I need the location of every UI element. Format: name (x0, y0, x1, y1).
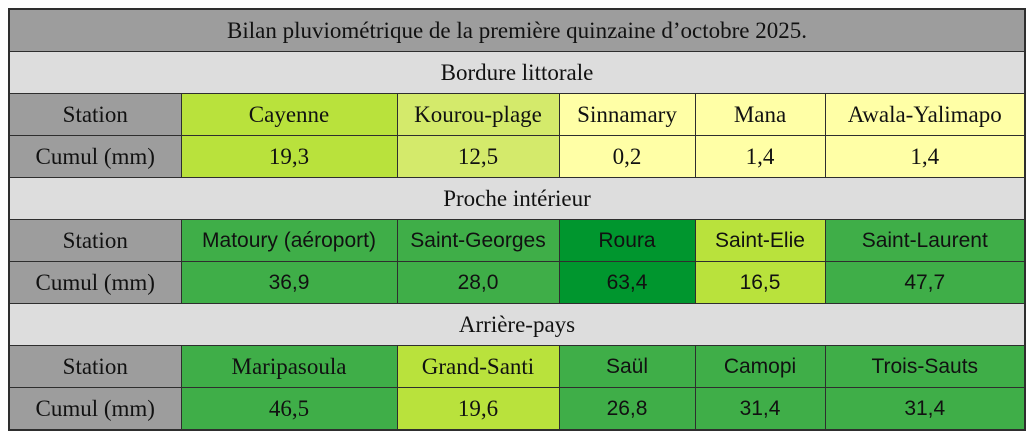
cumul-row: Cumul (mm) 36,9 28,0 63,4 16,5 47,7 (8, 261, 1026, 304)
cumul-value-cell: 31,4 (694, 387, 826, 431)
station-name-cell: Saint-Georges (396, 219, 560, 262)
station-name-cell: Saint-Laurent (824, 219, 1026, 262)
cumul-row: Cumul (mm) 19,3 12,5 0,2 1,4 1,4 (8, 135, 1026, 178)
cumul-value-cell: 36,9 (180, 261, 398, 304)
station-name-cell: Mana (694, 93, 826, 136)
station-name-cell: Saül (558, 345, 696, 388)
station-row: Station Maripasoula Grand-Santi Saül Camopi T… (8, 345, 1026, 388)
station-row: Station Matoury (aéroport) Saint-Georges Ro… (8, 219, 1026, 262)
station-name-cell: Roura (558, 219, 696, 262)
station-row-label: Station (8, 219, 182, 262)
cumul-row-label: Cumul (mm) (8, 261, 182, 304)
table-title: Bilan pluviométrique de la première quin… (8, 8, 1026, 52)
station-row: Station Cayenne Kourou-plage Sinnamary Mana A… (8, 93, 1026, 136)
cumul-value-cell: 16,5 (694, 261, 826, 304)
section-title: Arrière-pays (8, 303, 1026, 346)
cumul-value-cell: 47,7 (824, 261, 1026, 304)
station-name-cell: Cayenne (180, 93, 398, 136)
station-row-label: Station (8, 345, 182, 388)
section-row: Bordure littorale (8, 51, 1026, 94)
section-row: Proche intérieur (8, 177, 1026, 220)
cumul-value-cell: 19,3 (180, 135, 398, 178)
station-name-cell: Trois-Sauts (824, 345, 1026, 388)
cumul-value-cell: 28,0 (396, 261, 560, 304)
rainfall-table: Bilan pluviométrique de la première quin… (8, 8, 1027, 431)
station-name-cell: Camopi (694, 345, 826, 388)
station-name-cell: Sinnamary (558, 93, 696, 136)
cumul-value-cell: 1,4 (824, 135, 1026, 178)
cumul-value-cell: 46,5 (180, 387, 398, 431)
station-name-cell: Maripasoula (180, 345, 398, 388)
cumul-value-cell: 31,4 (824, 387, 1026, 431)
cumul-row-label: Cumul (mm) (8, 135, 182, 178)
cumul-value-cell: 12,5 (396, 135, 560, 178)
cumul-value-cell: 63,4 (558, 261, 696, 304)
station-name-cell: Kourou-plage (396, 93, 560, 136)
station-row-label: Station (8, 93, 182, 136)
cumul-row-label: Cumul (mm) (8, 387, 182, 431)
station-name-cell: Awala-Yalimapo (824, 93, 1026, 136)
station-name-cell: Grand-Santi (396, 345, 560, 388)
cumul-row: Cumul (mm) 46,5 19,6 26,8 31,4 31,4 (8, 387, 1026, 431)
station-name-cell: Matoury (aéroport) (180, 219, 398, 262)
cumul-value-cell: 1,4 (694, 135, 826, 178)
title-row: Bilan pluviométrique de la première quin… (8, 8, 1026, 52)
cumul-value-cell: 19,6 (396, 387, 560, 431)
cumul-value-cell: 26,8 (558, 387, 696, 431)
cumul-value-cell: 0,2 (558, 135, 696, 178)
station-name-cell: Saint-Elie (694, 219, 826, 262)
section-title: Proche intérieur (8, 177, 1026, 220)
section-row: Arrière-pays (8, 303, 1026, 346)
section-title: Bordure littorale (8, 51, 1026, 94)
